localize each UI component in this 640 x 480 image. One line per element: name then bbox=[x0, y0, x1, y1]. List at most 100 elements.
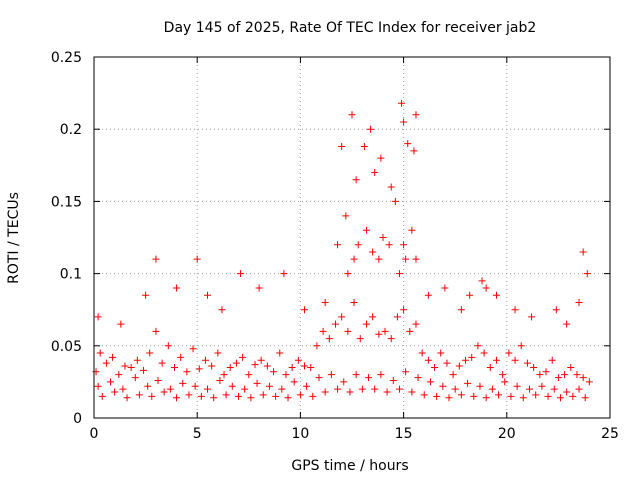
data-point bbox=[255, 284, 263, 292]
data-point bbox=[173, 284, 181, 292]
data-point bbox=[365, 374, 373, 382]
data-point bbox=[369, 313, 377, 321]
data-point bbox=[501, 378, 509, 386]
data-point bbox=[573, 371, 581, 379]
data-point bbox=[410, 147, 418, 155]
data-point bbox=[400, 241, 408, 249]
data-point bbox=[270, 368, 278, 376]
data-point bbox=[319, 327, 327, 335]
data-point bbox=[408, 388, 416, 396]
data-point bbox=[183, 368, 191, 376]
data-point bbox=[369, 248, 377, 256]
data-point bbox=[210, 394, 218, 402]
data-point bbox=[123, 394, 131, 402]
data-point bbox=[294, 356, 302, 364]
data-point bbox=[426, 378, 434, 386]
data-point bbox=[579, 374, 587, 382]
data-point bbox=[358, 385, 366, 393]
data-point bbox=[164, 342, 172, 350]
data-point bbox=[532, 391, 540, 399]
data-point bbox=[115, 371, 123, 379]
y-tick-label: 0.2 bbox=[60, 122, 82, 138]
data-point bbox=[507, 392, 515, 400]
data-point bbox=[563, 320, 571, 328]
data-point bbox=[542, 368, 550, 376]
data-point bbox=[412, 320, 420, 328]
data-point bbox=[395, 385, 403, 393]
data-point bbox=[414, 374, 422, 382]
data-point bbox=[94, 313, 102, 321]
data-point bbox=[449, 371, 457, 379]
data-point bbox=[379, 234, 387, 241]
data-point bbox=[201, 356, 209, 364]
data-point bbox=[350, 298, 358, 306]
x-tick-label: 0 bbox=[90, 426, 99, 442]
data-point bbox=[474, 342, 482, 350]
data-point bbox=[550, 385, 558, 393]
data-point bbox=[173, 394, 181, 402]
data-point bbox=[119, 385, 127, 393]
data-point bbox=[263, 362, 271, 370]
data-point bbox=[309, 392, 317, 400]
data-point bbox=[191, 382, 199, 390]
data-point bbox=[375, 255, 383, 263]
data-point bbox=[552, 306, 560, 314]
x-tick-label: 25 bbox=[601, 426, 619, 442]
data-point bbox=[251, 361, 259, 369]
data-point bbox=[523, 359, 531, 367]
data-point bbox=[383, 388, 391, 396]
data-point bbox=[352, 371, 360, 379]
data-point bbox=[424, 356, 432, 364]
data-point bbox=[431, 363, 439, 371]
data-point bbox=[352, 176, 360, 184]
data-point bbox=[325, 335, 333, 343]
data-point bbox=[280, 270, 288, 278]
y-tick-label: 0.1 bbox=[60, 267, 82, 283]
data-point bbox=[152, 255, 160, 263]
data-point bbox=[195, 365, 203, 373]
data-point bbox=[301, 362, 309, 370]
data-point bbox=[193, 255, 201, 263]
data-point bbox=[437, 349, 445, 357]
x-tick-label: 5 bbox=[193, 426, 202, 442]
data-point bbox=[420, 391, 428, 399]
data-point bbox=[556, 394, 564, 402]
data-point bbox=[455, 362, 463, 370]
data-point bbox=[381, 327, 389, 335]
data-point bbox=[492, 356, 500, 364]
data-point bbox=[342, 212, 350, 220]
data-point bbox=[189, 345, 197, 353]
data-point bbox=[247, 394, 255, 402]
axis-ticks: 0 5 10 15 20 25 0 0.05 0.1 0.15 0.2 0.25 bbox=[51, 50, 619, 442]
data-point bbox=[519, 394, 527, 402]
data-point bbox=[272, 392, 280, 400]
data-point bbox=[395, 270, 403, 278]
data-point bbox=[218, 306, 226, 314]
data-point bbox=[538, 382, 546, 390]
data-point bbox=[505, 349, 513, 357]
data-point bbox=[170, 363, 178, 371]
data-point bbox=[581, 394, 589, 402]
data-point bbox=[344, 270, 352, 278]
data-point bbox=[121, 362, 129, 370]
data-point bbox=[265, 382, 273, 390]
data-point bbox=[362, 226, 370, 234]
data-point bbox=[259, 391, 267, 399]
data-point bbox=[441, 284, 449, 292]
x-tick-label: 20 bbox=[498, 426, 516, 442]
data-point bbox=[391, 197, 399, 205]
data-point bbox=[404, 140, 412, 148]
data-point bbox=[276, 349, 284, 357]
data-point bbox=[443, 359, 451, 367]
data-point bbox=[486, 363, 494, 371]
data-point bbox=[583, 270, 591, 278]
data-point bbox=[216, 376, 224, 384]
data-point bbox=[239, 353, 247, 361]
data-point bbox=[214, 349, 222, 357]
data-point bbox=[321, 298, 329, 306]
data-point bbox=[433, 392, 441, 400]
data-point bbox=[226, 363, 234, 371]
data-point bbox=[511, 356, 519, 364]
gridlines bbox=[94, 57, 610, 418]
